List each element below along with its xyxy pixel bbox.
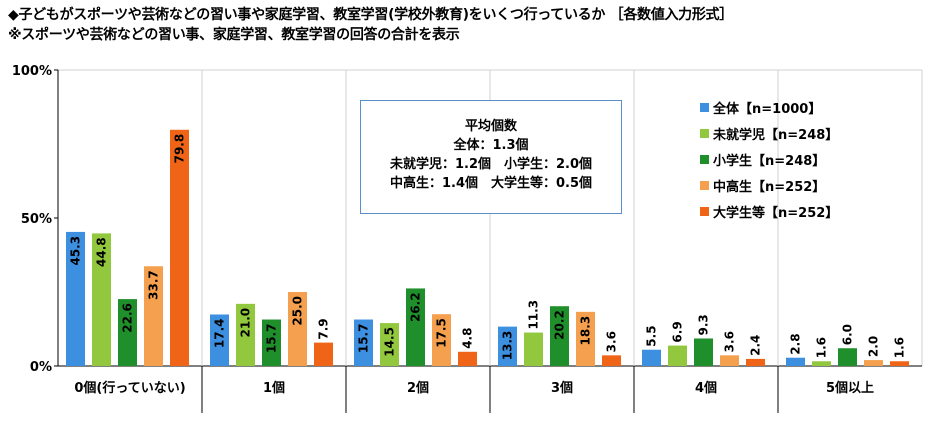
bar bbox=[838, 348, 857, 366]
legend-item-college: 大学生等【n=252】 bbox=[700, 198, 838, 224]
data-label: 44.8 bbox=[95, 237, 109, 267]
bar bbox=[498, 326, 517, 366]
legend-label-total: 全体【n=1000】 bbox=[713, 101, 822, 117]
data-label: 5.5 bbox=[645, 325, 659, 346]
bar bbox=[576, 311, 595, 366]
y-tick-label: 50% bbox=[21, 212, 52, 227]
average-line-junior-college: 中高生：1.4個 大学生等：0.5個 bbox=[389, 176, 593, 191]
chart-subtitle: ※スポーツや芸術などの習い事、家庭学習、教室学習の回答の合計を表示 bbox=[8, 27, 460, 43]
average-count-box: 平均個数 全体：1.3個 未就学児：1.2個 小学生：2.0個 中高生：1.4個… bbox=[360, 100, 622, 214]
bar bbox=[668, 345, 687, 366]
data-label: 25.0 bbox=[291, 296, 305, 326]
bar bbox=[380, 323, 399, 366]
bar bbox=[864, 360, 883, 366]
bar bbox=[314, 342, 333, 366]
bar bbox=[812, 361, 831, 366]
bar bbox=[170, 129, 189, 366]
data-label: 18.3 bbox=[579, 316, 593, 346]
bar bbox=[524, 332, 543, 366]
x-tick-label: 2個 bbox=[407, 380, 429, 396]
bar bbox=[642, 349, 661, 366]
legend-label-preschool: 未就学児【n=248】 bbox=[713, 127, 839, 143]
data-label: 9.3 bbox=[697, 314, 711, 335]
data-label: 1.6 bbox=[893, 337, 907, 358]
data-label: 21.0 bbox=[239, 308, 253, 338]
bar bbox=[236, 303, 255, 366]
bar bbox=[890, 361, 909, 366]
data-label: 2.0 bbox=[867, 336, 881, 357]
legend-swatch-total bbox=[700, 102, 709, 112]
legend-swatch-junior-high bbox=[700, 180, 709, 190]
data-label: 7.9 bbox=[317, 318, 331, 339]
x-tick-label: 0個(行っていない) bbox=[74, 380, 185, 396]
data-label: 45.3 bbox=[69, 236, 83, 266]
bar bbox=[694, 338, 713, 366]
bar bbox=[550, 306, 569, 366]
bar bbox=[786, 357, 805, 366]
data-label: 6.0 bbox=[841, 324, 855, 345]
legend-item-junior-high: 中高生【n=252】 bbox=[700, 172, 838, 198]
x-tick-label: 3個 bbox=[551, 380, 573, 396]
bar bbox=[602, 355, 621, 366]
chart-title: ◆子どもがスポーツや芸術などの習い事や家庭学習、教室学習(学校外教育)をいくつ行… bbox=[8, 7, 733, 23]
data-label: 20.2 bbox=[553, 310, 567, 340]
data-label: 17.4 bbox=[213, 318, 227, 348]
bar bbox=[118, 299, 137, 366]
bar bbox=[288, 292, 307, 366]
x-tick-label: 4個 bbox=[695, 380, 717, 396]
bar bbox=[432, 314, 451, 366]
data-label: 2.4 bbox=[749, 335, 763, 356]
y-tick-label: 0% bbox=[30, 360, 52, 375]
average-line-total: 全体：1.3個 bbox=[453, 138, 529, 153]
bar bbox=[458, 351, 477, 366]
data-label: 79.8 bbox=[173, 134, 187, 164]
legend-item-preschool: 未就学児【n=248】 bbox=[700, 120, 838, 146]
data-label: 11.3 bbox=[527, 300, 541, 330]
bar bbox=[720, 355, 739, 366]
data-label: 26.2 bbox=[409, 292, 423, 322]
legend-swatch-college bbox=[700, 206, 709, 216]
bar bbox=[354, 319, 373, 366]
data-label: 3.6 bbox=[605, 331, 619, 352]
bar bbox=[144, 266, 163, 366]
data-label: 6.9 bbox=[671, 321, 685, 342]
bar bbox=[210, 314, 229, 366]
legend-label-junior-high: 中高生【n=252】 bbox=[713, 179, 826, 195]
legend-swatch-elementary bbox=[700, 154, 709, 164]
chart-legend: 全体【n=1000】 未就学児【n=248】 小学生【n=248】 中高生【n=… bbox=[700, 94, 838, 224]
data-label: 14.5 bbox=[383, 327, 397, 357]
legend-item-total: 全体【n=1000】 bbox=[700, 94, 838, 120]
y-tick-label: 100% bbox=[12, 64, 52, 79]
data-label: 22.6 bbox=[121, 303, 135, 333]
bar bbox=[746, 358, 765, 366]
bar bbox=[66, 231, 85, 366]
x-tick-label: 5個以上 bbox=[826, 380, 874, 396]
data-label: 33.7 bbox=[147, 270, 161, 300]
bar bbox=[262, 319, 281, 366]
data-label: 17.5 bbox=[435, 318, 449, 348]
legend-swatch-preschool bbox=[700, 128, 709, 138]
data-label: 1.6 bbox=[815, 337, 829, 358]
data-label: 2.8 bbox=[789, 333, 803, 354]
data-label: 15.7 bbox=[265, 324, 279, 354]
bar bbox=[406, 288, 425, 366]
data-label: 4.8 bbox=[461, 328, 475, 349]
bar bbox=[92, 233, 111, 366]
data-label: 3.6 bbox=[723, 331, 737, 352]
average-line-preschool-elementary: 未就学児：1.2個 小学生：2.0個 bbox=[389, 157, 593, 172]
average-heading: 平均個数 bbox=[464, 119, 517, 134]
data-label: 15.7 bbox=[357, 324, 371, 354]
data-label: 13.3 bbox=[501, 331, 515, 361]
x-tick-label: 1個 bbox=[263, 380, 285, 396]
legend-label-college: 大学生等【n=252】 bbox=[713, 205, 839, 221]
legend-label-elementary: 小学生【n=248】 bbox=[713, 153, 826, 169]
legend-item-elementary: 小学生【n=248】 bbox=[700, 146, 838, 172]
